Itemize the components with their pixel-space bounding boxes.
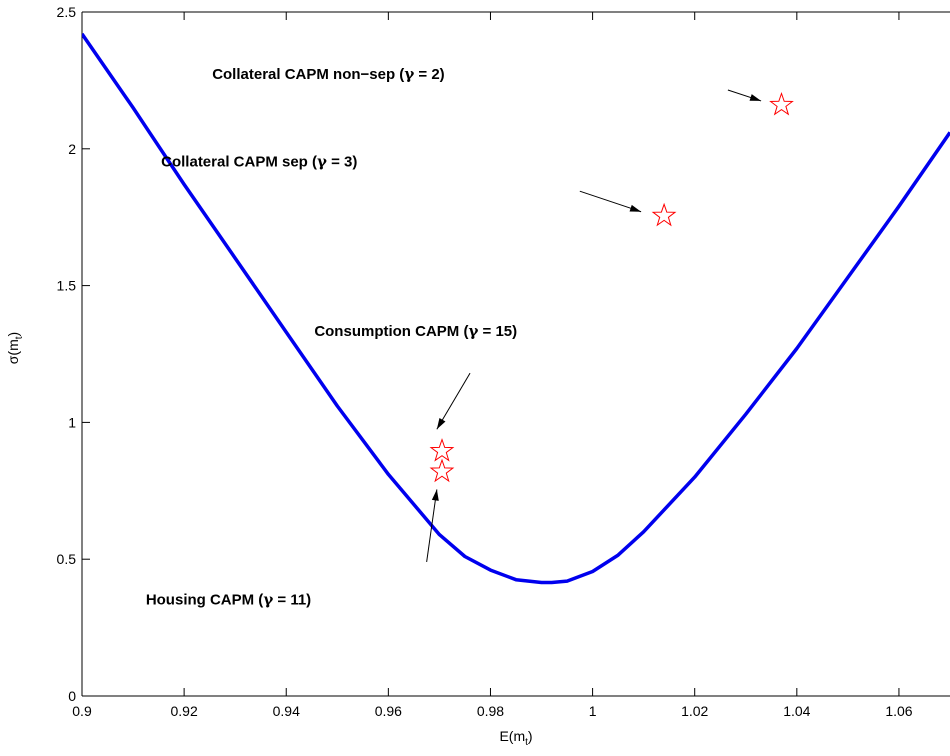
annotation-arrow-head	[749, 94, 762, 101]
annotation-arrows	[426, 89, 762, 563]
y-tick-label: 0.5	[57, 551, 77, 567]
y-tick-label: 0	[68, 688, 76, 704]
x-axis-label: E(mt)	[499, 728, 532, 748]
x-tick-label: 1.04	[783, 703, 810, 719]
annotation-arrow-head	[629, 204, 642, 212]
x-tick-label: 0.92	[170, 703, 197, 719]
axes-frame	[81, 11, 950, 697]
annotation-label: Collateral CAPM non−sep (γ = 2)	[212, 65, 444, 83]
annotation-label: Collateral CAPM sep (γ = 3)	[161, 153, 357, 171]
y-axis-ticks: 0 0.5 1 1.5 2 2.5	[57, 4, 90, 704]
annotation-arrow-shaft	[426, 489, 438, 563]
x-tick-label: 0.96	[375, 703, 402, 719]
x-tick-label: 1.06	[885, 703, 912, 719]
y-tick-label: 2	[68, 141, 76, 157]
x-tick-label: 0.9	[72, 703, 92, 719]
model-point-star	[651, 202, 677, 227]
y-tick-label: 2.5	[57, 4, 77, 20]
annotation-label: Consumption CAPM (γ = 15)	[314, 322, 517, 340]
x-tick-label: 0.94	[273, 703, 300, 719]
x-tick-label: 0.98	[477, 703, 504, 719]
annotation-arrow-head	[436, 417, 446, 430]
model-points	[429, 91, 794, 483]
model-point-star	[769, 91, 794, 116]
annotation-arrow-head	[431, 489, 439, 501]
x-tick-label: 1.02	[681, 703, 708, 719]
x-tick-label: 1	[589, 703, 597, 719]
model-point-star	[429, 438, 455, 462]
y-tick-label: 1	[68, 414, 76, 430]
annotation-labels: Collateral CAPM non−sep (γ = 2) Collatera…	[146, 65, 517, 608]
frontier-line	[82, 32, 950, 585]
y-axis-label: σ(mt)	[5, 332, 25, 364]
model-point-star	[429, 458, 455, 483]
x-axis-ticks: 0.9 0.92 0.94 0.96 0.98 1 1.02 1.04 1.06	[72, 12, 913, 719]
annotation-label: Housing CAPM (γ = 11)	[146, 590, 311, 608]
y-tick-label: 1.5	[57, 278, 77, 294]
